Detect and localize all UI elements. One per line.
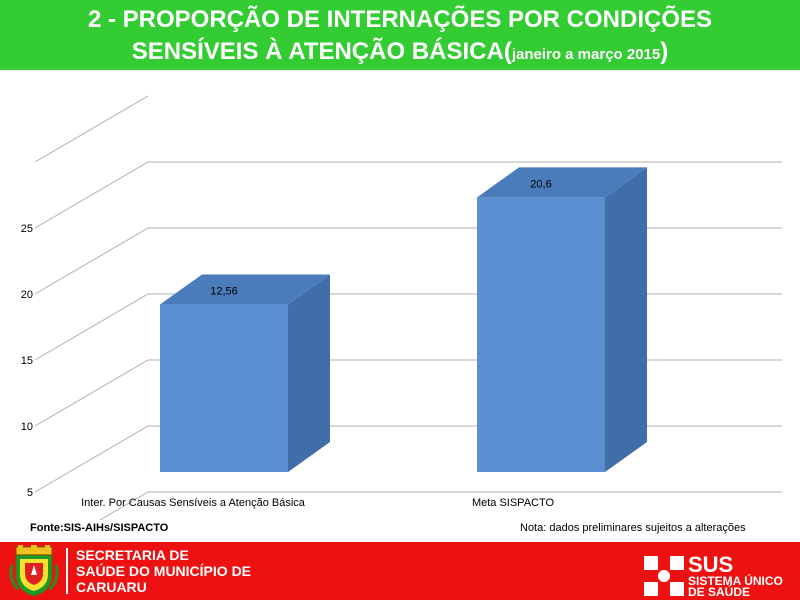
chart-title-line1: 2 - PROPORÇÃO DE INTERNAÇÕES POR CONDIÇÕ… bbox=[87, 6, 713, 33]
secretaria-text: SECRETARIA DE SAÚDE DO MUNICÍPIO DE CARU… bbox=[76, 547, 251, 595]
gridline bbox=[34, 161, 782, 229]
sus-line2: DE SAÚDE bbox=[688, 584, 750, 598]
y-tick-label: 25 bbox=[21, 223, 33, 235]
sus-short-label: SUS bbox=[688, 552, 733, 577]
bar-side-face bbox=[605, 167, 647, 472]
sus-logo: SUS SISTEMA ÚNICO DE SAÚDE bbox=[644, 552, 783, 598]
chart-gridlines bbox=[34, 95, 782, 520]
y-axis-tick-labels: 0510152025 bbox=[21, 223, 33, 499]
secretaria-line3: CARUARU bbox=[76, 579, 147, 595]
chart-title-main: SENSÍVEIS À ATENÇÃO BÁSICA( bbox=[131, 38, 512, 65]
gridline bbox=[34, 227, 782, 295]
footer-banner: SECRETARIA DE SAÚDE DO MUNICÍPIO DE CARU… bbox=[0, 542, 800, 600]
sus-cross-icon bbox=[658, 570, 670, 582]
gridline bbox=[34, 359, 782, 427]
bar-front-face bbox=[477, 197, 605, 472]
gridline bbox=[99, 491, 782, 520]
footer-divider bbox=[66, 548, 68, 594]
chart-title-period: janeiro a março 2015 bbox=[511, 46, 661, 63]
gridline bbox=[34, 425, 782, 493]
source-note: Fonte:SIS-AIHs/SISPACTO bbox=[30, 522, 169, 534]
gridline bbox=[34, 293, 782, 361]
bar-front-face bbox=[160, 304, 288, 472]
bar: 20,6 bbox=[477, 167, 647, 472]
bar-value-label: 20,6 bbox=[530, 178, 551, 190]
y-tick-label: 15 bbox=[21, 355, 33, 367]
bar-value-label: 12,56 bbox=[210, 286, 238, 298]
bar-top-face bbox=[477, 167, 647, 198]
secretaria-line2: SAÚDE DO MUNICÍPIO DE bbox=[76, 563, 252, 579]
municipal-crest-icon bbox=[9, 545, 59, 597]
chart-bars: 12,56 20,6 bbox=[160, 167, 647, 472]
secretaria-line1: SECRETARIA DE bbox=[76, 547, 189, 563]
chart-title-line2: SENSÍVEIS À ATENÇÃO BÁSICA(janeiro a mar… bbox=[0, 38, 800, 69]
y-tick-label: 5 bbox=[27, 487, 33, 499]
y-tick-label: 10 bbox=[21, 421, 33, 433]
y-tick-label: 20 bbox=[21, 289, 33, 301]
x-category-label: Inter. Por Causas Sensíveis a Atenção Bá… bbox=[81, 497, 306, 509]
bar-top-face bbox=[160, 274, 330, 305]
wall-top-edge bbox=[34, 95, 149, 163]
x-category-label: Meta SISPACTO bbox=[472, 497, 555, 509]
preliminary-note: Nota: dados preliminares sujeitos a alte… bbox=[520, 522, 746, 534]
x-axis-category-labels: Inter. Por Causas Sensíveis a Atenção Bá… bbox=[81, 497, 554, 509]
title-banner: 2 - PROPORÇÃO DE INTERNAÇÕES POR CONDIÇÕ… bbox=[0, 0, 800, 70]
bar: 12,56 bbox=[160, 274, 330, 472]
bar-side-face bbox=[288, 274, 330, 472]
sus-line1: SISTEMA ÚNICO bbox=[688, 573, 783, 588]
chart-title-close: ) bbox=[660, 38, 669, 65]
